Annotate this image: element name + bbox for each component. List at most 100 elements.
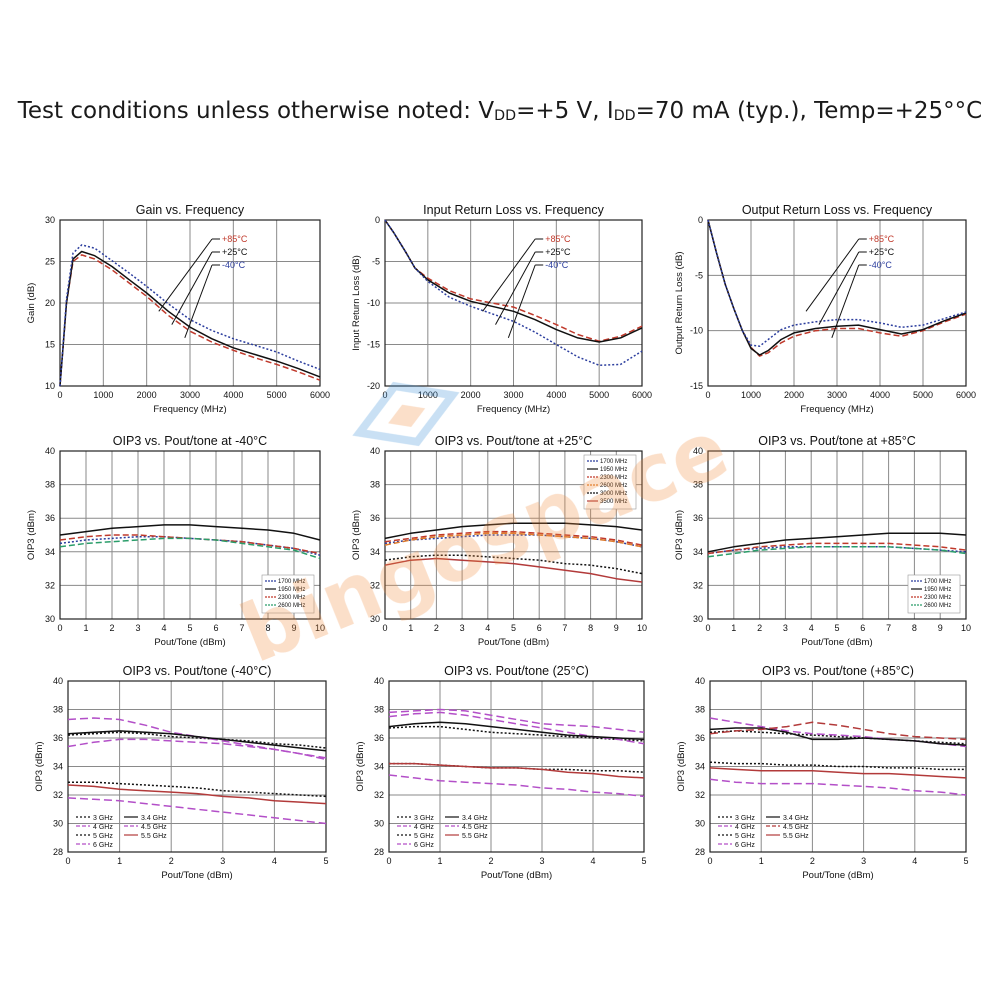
x-tick-label: 2 [810, 856, 815, 866]
x-tick-label: 0 [705, 390, 710, 400]
x-tick-label: 2 [169, 856, 174, 866]
x-tick-label: 1 [117, 856, 122, 866]
legend-label: 1950 MHz [600, 467, 627, 473]
x-tick-label: 2000 [784, 390, 804, 400]
series-line [384, 522, 643, 540]
x-tick-label: 0 [386, 856, 391, 866]
plot-frame [709, 680, 967, 853]
chart-irl: 0 1000 2000 3000 4000 5000 6000 -20 -15 -10 -5 0 Inp… [351, 203, 652, 415]
legend-label: 5.5 GHz [462, 833, 488, 840]
legend-label: 2600 MHz [924, 603, 951, 609]
y-tick-label: -15 [690, 381, 703, 391]
y-tick-label: 40 [45, 446, 55, 456]
chart-title: OIP3 vs. Pout/tone (-40°C) [123, 664, 272, 678]
y-axis-label: Gain (dB) [26, 283, 37, 324]
chart-title: OIP3 vs. Pout/tone at +85°C [758, 434, 916, 448]
chart-orl: 0 1000 2000 3000 4000 5000 6000 -15 -10 -5 0 Output… [674, 203, 976, 415]
series-line [59, 244, 321, 387]
legend-label: 3.4 GHz [783, 815, 809, 822]
series-line [709, 761, 966, 771]
series-line [59, 524, 321, 541]
series-line [67, 797, 327, 825]
plot-frame [384, 219, 643, 387]
x-tick-label: 5 [834, 623, 839, 633]
x-tick-label: 1 [759, 856, 764, 866]
plot-frame [707, 219, 967, 387]
y-tick-label: -10 [690, 326, 703, 336]
x-tick-label: 5 [963, 856, 968, 866]
x-tick-label: 1 [83, 623, 88, 633]
x-tick-label: 3 [220, 856, 225, 866]
x-tick-label: 2 [757, 623, 762, 633]
x-tick-label: 6000 [956, 390, 976, 400]
x-tick-label: 2 [434, 623, 439, 633]
legend-label: 6 GHz [93, 842, 113, 849]
y-tick-label: 30 [45, 614, 55, 624]
x-tick-label: 0 [57, 390, 62, 400]
x-tick-label: 3000 [827, 390, 847, 400]
y-tick-label: 36 [45, 513, 55, 523]
legend-label: 4.5 GHz [462, 824, 488, 831]
legend-label: 4 GHz [414, 824, 434, 831]
x-tick-label: 0 [705, 623, 710, 633]
series-line [709, 767, 967, 779]
y-tick-label: 40 [370, 446, 380, 456]
y-tick-label: 34 [45, 547, 55, 557]
legend-label: 4 GHz [735, 824, 755, 831]
y-tick-label: 40 [374, 676, 384, 686]
legend-pointer [184, 264, 213, 339]
chart-title: OIP3 vs. Pout/tone (+85°C) [762, 664, 914, 678]
y-tick-label: 38 [693, 480, 703, 490]
x-tick-label: 4 [161, 623, 166, 633]
legend-label: +25°C [222, 247, 248, 257]
x-axis-label: Frequency (MHz) [800, 404, 873, 415]
series-line [707, 546, 967, 558]
series-line [707, 219, 967, 356]
series-line [67, 738, 327, 759]
x-tick-label: 8 [265, 623, 270, 633]
x-tick-label: 5 [187, 623, 192, 633]
x-tick-label: 2000 [461, 390, 481, 400]
legend-label: 5 GHz [93, 833, 113, 840]
chart-title: Output Return Loss vs. Frequency [742, 203, 933, 217]
legend-label: -40°C [545, 260, 569, 270]
header-prefix: Test conditions unless otherwise noted: … [17, 98, 495, 124]
x-tick-label: 5 [641, 856, 646, 866]
y-tick-label: 34 [370, 547, 380, 557]
x-tick-label: 4 [912, 856, 917, 866]
x-tick-label: 5000 [913, 390, 933, 400]
y-axis-label: OIP3 (dBm) [34, 741, 45, 791]
x-tick-label: 1000 [741, 390, 761, 400]
legend-label: 5 GHz [414, 833, 434, 840]
y-tick-label: 34 [374, 762, 384, 772]
x-tick-label: 7 [239, 623, 244, 633]
y-axis-label: OIP3 (dBm) [355, 741, 366, 791]
x-tick-label: 3000 [503, 390, 523, 400]
x-tick-label: 3 [861, 856, 866, 866]
y-tick-label: 32 [45, 580, 55, 590]
series-line [67, 731, 327, 749]
x-tick-label: 9 [614, 623, 619, 633]
x-tick-label: 5000 [589, 390, 609, 400]
y-tick-label: -5 [695, 270, 703, 280]
x-tick-label: 1000 [418, 390, 438, 400]
y-tick-label: 34 [693, 547, 703, 557]
x-tick-label: 6 [537, 623, 542, 633]
x-tick-label: 10 [315, 623, 325, 633]
chart-gain: 0 1000 2000 3000 4000 5000 6000 10 15 20 25 30 Gain … [26, 203, 330, 415]
y-tick-label: 36 [374, 733, 384, 743]
plot-frame [384, 450, 643, 620]
series-line [709, 727, 967, 746]
legend-label: 3 GHz [735, 815, 755, 822]
legend-label: 2300 MHz [600, 475, 627, 481]
y-tick-label: 36 [370, 513, 380, 523]
y-tick-label: 10 [45, 381, 55, 391]
x-tick-label: 7 [886, 623, 891, 633]
x-tick-label: 1 [437, 856, 442, 866]
legend-label: 5 GHz [735, 833, 755, 840]
series-line [707, 219, 967, 357]
x-tick-label: 0 [707, 856, 712, 866]
y-axis-label: OIP3 (dBm) [26, 510, 37, 560]
legend-label: 4.5 GHz [783, 824, 809, 831]
